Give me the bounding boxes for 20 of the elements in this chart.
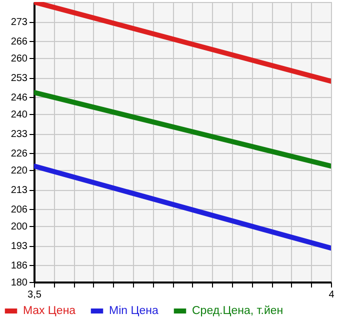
x-tick-label: 4 bbox=[328, 290, 335, 300]
y-tick-label: 253 bbox=[10, 73, 28, 84]
y-tick-label: 180 bbox=[10, 278, 28, 288]
y-tick-label: 266 bbox=[10, 36, 28, 48]
y-tick-label: 233 bbox=[10, 129, 28, 140]
y-tick-label: 220 bbox=[10, 166, 28, 176]
legend-label: Max Цена bbox=[23, 305, 76, 317]
y-tick-label: 213 bbox=[10, 185, 28, 196]
y-tick-label: 260 bbox=[10, 54, 28, 64]
y-tick-label: 240 bbox=[10, 110, 28, 120]
y-tick-label: 206 bbox=[10, 204, 28, 216]
y-tick-label: 193 bbox=[10, 241, 28, 252]
y-tick-label: 273 bbox=[10, 17, 28, 28]
x-tick-label: 3,5 bbox=[28, 290, 42, 300]
legend-label: Min Цена bbox=[109, 305, 159, 317]
y-tick-label: 200 bbox=[10, 222, 28, 232]
y-tick-label: 246 bbox=[10, 92, 28, 104]
y-tick-label: 186 bbox=[10, 260, 28, 272]
legend-label: Сред.Цена, т.йен bbox=[192, 305, 284, 317]
y-tick-label: 226 bbox=[10, 148, 28, 160]
